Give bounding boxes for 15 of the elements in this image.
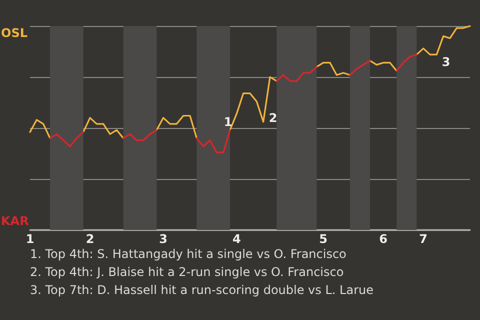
text: 2. Top 4th: J. Blaise hit a 2-run single vs O. Francisco xyxy=(30,265,344,279)
x-tick-label: 1 xyxy=(26,232,34,246)
text: 3. Top 7th: D. Hassell hit a run-scoring double vs L. Larue xyxy=(30,283,374,297)
x-tick-label: 3 xyxy=(159,232,168,246)
text: KAR xyxy=(1,214,29,228)
annotation: 1 xyxy=(224,115,232,129)
text: 1. Top 4th: S. Hattangady hit a single vs O. Francisco xyxy=(30,247,346,261)
annotation: 2 xyxy=(268,111,278,125)
x-tick-label: 6 xyxy=(379,232,388,246)
x-tick-label: 5 xyxy=(319,232,328,246)
annotation: 3 xyxy=(442,55,450,69)
x-tick-label: 7 xyxy=(419,232,428,246)
text: OSL xyxy=(1,26,28,40)
x-tick-label: 2 xyxy=(86,232,94,246)
x-tick-label: 4 xyxy=(232,232,241,246)
